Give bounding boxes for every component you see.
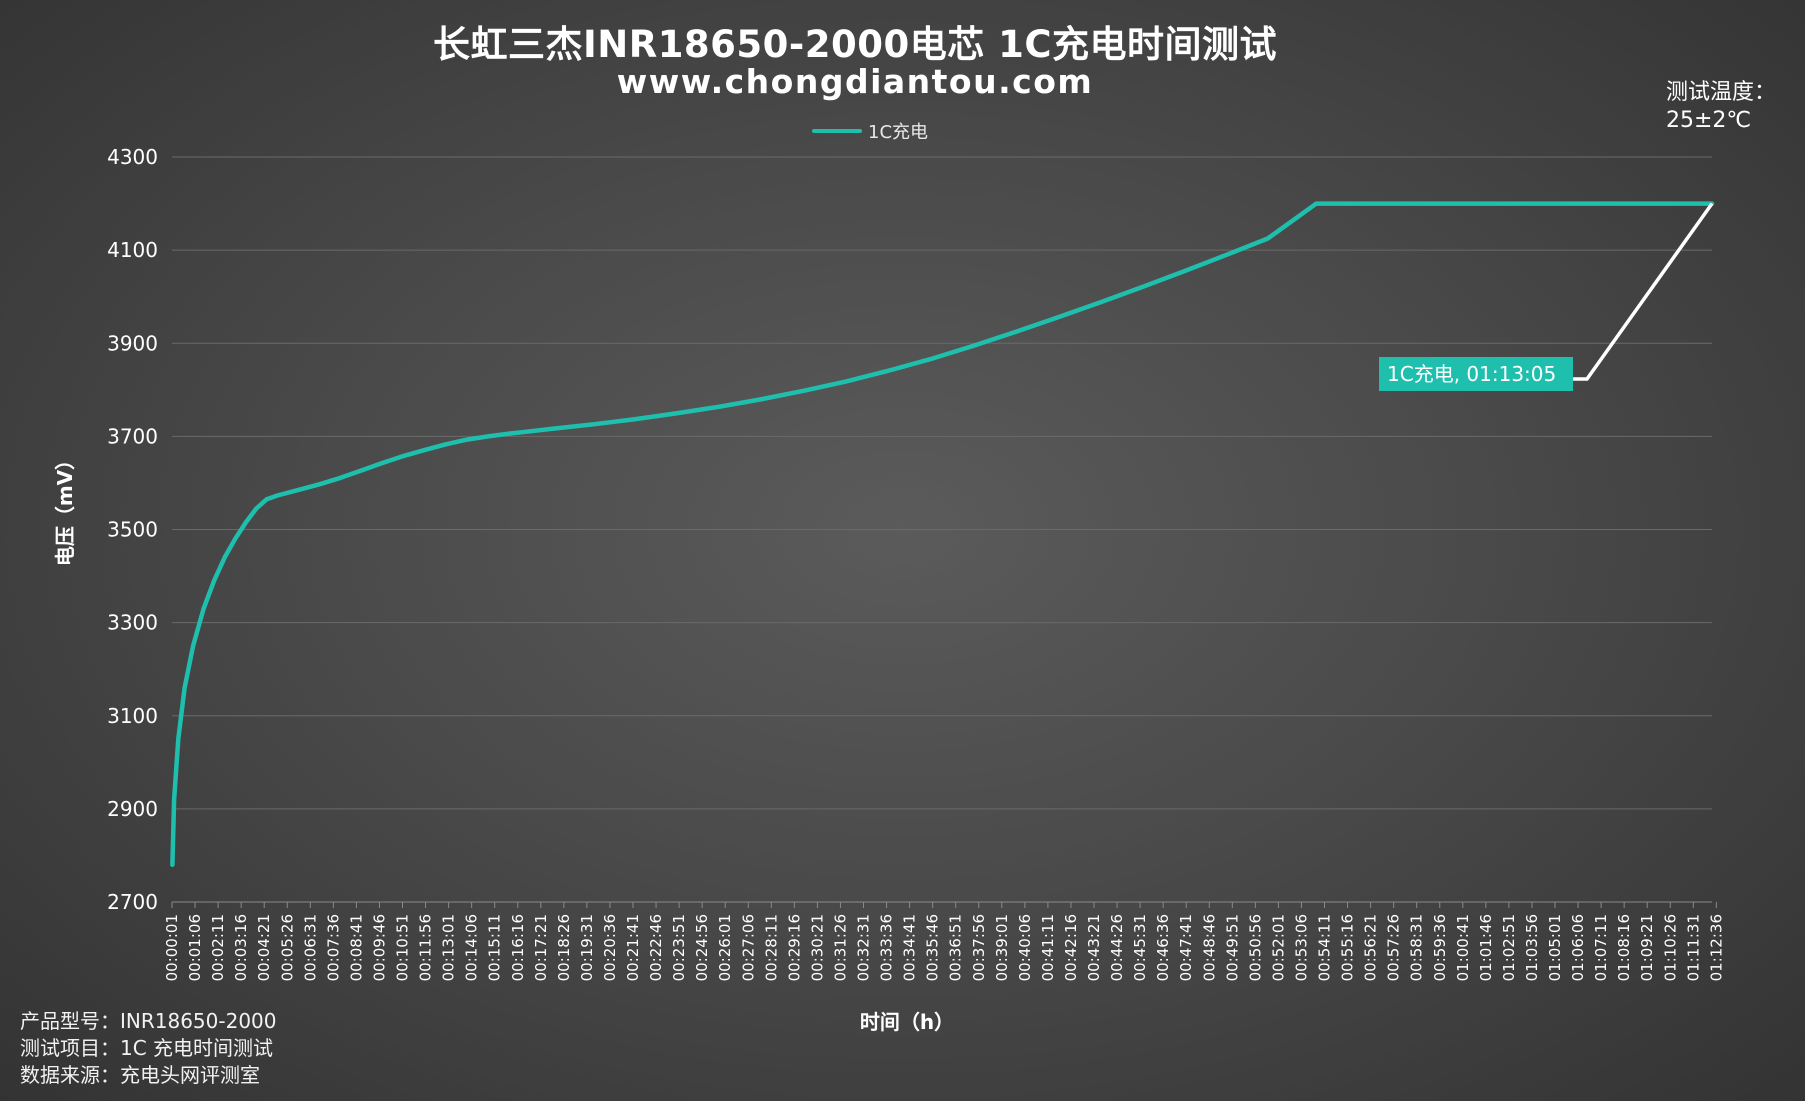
x-tick-label: 00:08:41 [347,914,365,981]
y-axis-label: 电压（mV） [53,450,77,566]
temperature-label: 测试温度： [1666,80,1777,105]
x-tick-label: 00:07:36 [324,914,342,981]
legend: 1C充电 [812,118,928,144]
x-tick-label: 00:58:31 [1408,914,1426,981]
x-tick-label: 00:01:06 [186,914,204,981]
y-tick-label: 2700 [107,890,158,914]
x-tick-label: 00:39:01 [993,914,1011,981]
legend-line-swatch [812,129,862,133]
x-tick-label: 00:52:01 [1269,914,1287,981]
series-line-1c [170,201,1715,868]
x-tick-label: 01:10:26 [1661,914,1679,981]
x-tick-label: 00:53:06 [1292,914,1310,981]
x-tick-label: 00:06:31 [301,914,319,981]
x-tick-label: 00:18:26 [555,914,573,981]
annotation: 1C充电, 01:13:05 [1379,202,1714,391]
x-tick-label: 00:42:16 [1062,914,1080,981]
x-tick-label: 01:11:31 [1684,914,1702,981]
x-tick-label: 01:07:11 [1592,914,1610,981]
x-tick-label: 00:13:01 [440,914,458,981]
chart-subtitle: www.chongdiantou.com [616,62,1094,101]
x-tick-label: 00:54:11 [1316,914,1334,981]
x-tick-label: 00:22:46 [647,914,665,981]
y-tick-label: 3900 [107,331,158,355]
footer-data-source: 数据来源：充电头网评测室 [20,1063,260,1087]
footer-product: 产品型号：INR18650-2000 [20,1009,277,1033]
x-tick-label: 01:12:36 [1707,914,1725,981]
y-tick-label: 3300 [107,611,158,635]
chart-title: 长虹三杰INR18650-2000电芯 1C充电时间测试 [432,23,1278,66]
x-tick-label: 00:21:41 [624,914,642,981]
x-tick-label: 00:26:01 [716,914,734,981]
x-tick-label: 00:34:41 [901,914,919,981]
x-tick-label: 00:46:36 [1154,914,1172,981]
x-tick-label: 00:15:11 [486,914,504,981]
y-tick-label: 4100 [107,238,158,262]
y-tick-label: 2900 [107,797,158,821]
x-tick-label: 01:01:46 [1477,914,1495,981]
x-tick-label: 00:55:16 [1339,914,1357,981]
x-tick-label: 01:05:01 [1546,914,1564,981]
x-tick-label: 00:11:56 [417,914,435,981]
x-tick-label: 00:35:46 [924,914,942,981]
x-tick-label: 00:41:11 [1039,914,1057,981]
x-tick-label: 00:29:16 [785,914,803,981]
annotation-box [1379,357,1573,391]
x-tick-label: 01:02:51 [1500,914,1518,981]
x-axis-label: 时间（h） [860,1010,954,1034]
x-tick-label: 00:56:21 [1362,914,1380,981]
x-tick-label: 00:59:36 [1431,914,1449,981]
x-tick-label: 00:48:46 [1200,914,1218,981]
y-tick-label: 3500 [107,518,158,542]
x-tick-label: 00:02:11 [209,914,227,981]
x-tick-label: 00:57:26 [1385,914,1403,981]
x-axis-ticks: 00:00:01 00:01:06 00:02:11 00:03:16 00:04:21… [163,902,1725,981]
x-tick-label: 01:06:06 [1569,914,1587,981]
x-tick-label: 00:05:26 [278,914,296,981]
y-tick-label: 3700 [107,424,158,448]
x-tick-label: 01:09:21 [1638,914,1656,981]
x-tick-label: 00:31:26 [831,914,849,981]
x-tick-label: 00:33:36 [878,914,896,981]
x-tick-label: 00:44:26 [1108,914,1126,981]
x-tick-label: 00:09:46 [370,914,388,981]
x-tick-label: 00:20:36 [601,914,619,981]
footer-test-item: 测试项目：1C 充电时间测试 [20,1036,274,1060]
x-tick-label: 01:08:16 [1615,914,1633,981]
annotation-text: 1C充电, 01:13:05 [1387,362,1556,386]
x-tick-label: 00:00:01 [163,914,181,981]
x-tick-label: 00:10:51 [394,914,412,981]
x-tick-label: 00:43:21 [1085,914,1103,981]
x-tick-label: 00:40:06 [1016,914,1034,981]
y-tick-label: 3100 [107,704,158,728]
x-tick-label: 00:03:16 [232,914,250,981]
y-tick-label: 4300 [107,145,158,169]
legend-entry: 1C充电 [868,122,929,143]
x-tick-label: 00:45:31 [1131,914,1149,981]
x-tick-label: 00:32:31 [855,914,873,981]
y-axis-ticks: 4300 4100 3900 3700 3500 3300 3100 2900 2700 [107,145,158,914]
x-tick-label: 01:03:56 [1523,914,1541,981]
temperature-value: 25±2℃ [1666,108,1752,133]
x-tick-label: 00:24:56 [693,914,711,981]
annotation-leader-line [1573,202,1714,381]
x-tick-label: 00:16:16 [509,914,527,981]
x-tick-label: 01:00:41 [1454,914,1472,981]
x-tick-label: 00:50:56 [1246,914,1264,981]
x-tick-label: 00:49:51 [1223,914,1241,981]
x-tick-label: 00:28:11 [762,914,780,981]
x-tick-label: 00:47:41 [1177,914,1195,981]
x-tick-label: 00:14:06 [463,914,481,981]
x-tick-label: 00:17:21 [532,914,550,981]
x-tick-label: 00:23:51 [670,914,688,981]
x-tick-label: 00:04:21 [255,914,273,981]
x-tick-label: 00:37:56 [970,914,988,981]
x-tick-label: 00:27:06 [739,914,757,981]
x-tick-label: 00:30:21 [808,914,826,981]
x-tick-label: 00:19:31 [578,914,596,981]
x-tick-label: 00:36:51 [947,914,965,981]
grid-lines [172,156,1712,903]
